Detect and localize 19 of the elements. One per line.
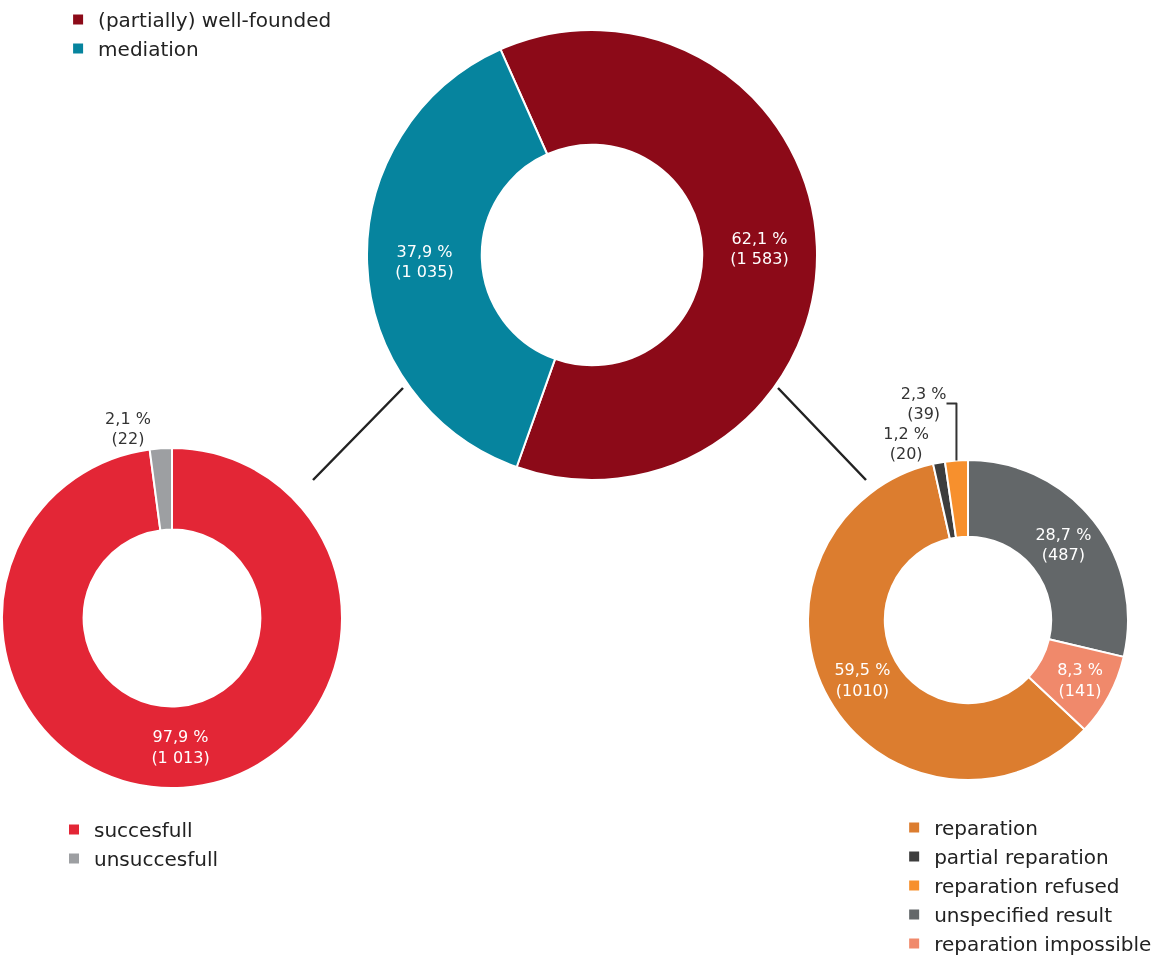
legend-label: reparation [934,816,1038,841]
data-label: 28,7 % (487) [1035,524,1092,565]
legend-label: succesfull [94,818,193,843]
data-label: 37,9 % (1 035) [395,241,454,282]
data-label: 97,9 % (1 013) [151,727,210,767]
legend-label: partial reparation [934,845,1109,870]
data-label: 59,5 % (1010) [834,660,891,701]
data-label: 1,2 % (20) [883,423,930,464]
data-label: 2,1 % (22) [105,408,151,449]
legend-label: reparation refused [934,874,1120,899]
donut-slice [1,447,343,789]
data-label: 2,3 % (39) [900,383,947,424]
legend-label: mediation [98,37,199,62]
data-label: 62,1 % (1 583) [730,228,789,269]
data-label: 8,3 % (141) [1057,660,1103,701]
legend-label: unspecified result [934,903,1113,928]
legend-label: (partially) well-founded [98,8,332,33]
legend-label: unsuccesfull [94,847,218,872]
legend-label: reparation impossible [934,932,1152,957]
